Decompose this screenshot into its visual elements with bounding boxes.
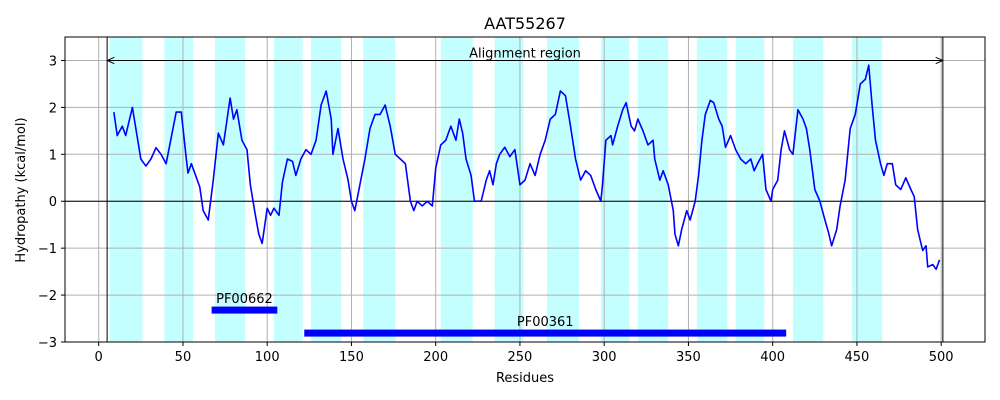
x-tick-label: 450 — [845, 350, 870, 365]
hydrophobic-band — [851, 37, 883, 342]
hydrophobic-band — [311, 37, 342, 342]
hydrophobic-band — [273, 37, 303, 342]
y-axis-label: Hydropathy (kcal/mol) — [14, 117, 29, 262]
hydrophobic-band — [109, 37, 143, 342]
y-tick-label: 2 — [49, 101, 57, 116]
domain-bar — [304, 329, 787, 337]
y-tick-label: −3 — [38, 336, 57, 351]
y-tick-label: −1 — [38, 242, 57, 257]
hydrophobic-band — [735, 37, 765, 342]
hydrophobic-band — [494, 37, 524, 342]
hydrophobic-band — [214, 37, 246, 342]
x-tick-label: 500 — [929, 350, 954, 365]
plot-frame — [64, 36, 986, 343]
x-tick-label: 300 — [592, 350, 617, 365]
x-tick-label: 400 — [760, 350, 785, 365]
domain-bar — [211, 306, 278, 314]
x-tick-label: 50 — [175, 350, 192, 365]
x-tick-label: 200 — [423, 350, 448, 365]
y-tick-label: −2 — [38, 289, 57, 304]
hydrophobic-band — [600, 37, 630, 342]
y-tick-label: 3 — [49, 54, 57, 69]
hydrophobic-band — [792, 37, 824, 342]
hydrophobic-band — [440, 37, 473, 342]
hydrophobic-band — [363, 37, 396, 342]
hydropathy-line — [113, 64, 941, 271]
x-tick-label: 350 — [676, 350, 701, 365]
hydrophobic-band — [164, 37, 194, 342]
domain-label: PF00361 — [517, 315, 574, 330]
hydrophobic-band — [637, 37, 669, 342]
x-tick-label: 250 — [508, 350, 533, 365]
y-tick-label: 0 — [49, 195, 57, 210]
y-tick-label: 1 — [49, 148, 57, 163]
chart-title: AAT55267 — [484, 14, 566, 33]
hydrophobic-band — [546, 37, 579, 342]
x-tick-label: 100 — [255, 350, 280, 365]
x-axis-label: Residues — [496, 371, 554, 386]
hydrophobic-band — [696, 37, 728, 342]
x-tick-label: 150 — [339, 350, 364, 365]
x-tick-label: 0 — [95, 350, 103, 365]
domain-label: PF00662 — [216, 292, 273, 307]
alignment-label: Alignment region — [469, 46, 581, 61]
